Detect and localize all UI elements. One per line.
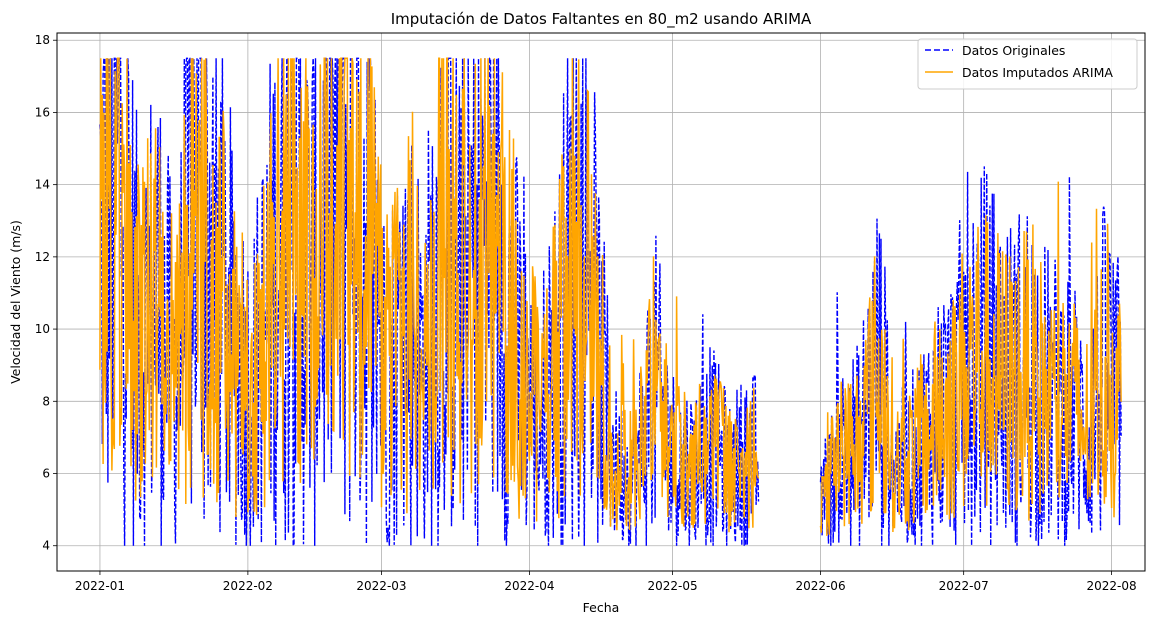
y-tick-label: 6 <box>42 467 50 481</box>
y-tick-label: 10 <box>35 322 50 336</box>
y-tick-label: 14 <box>35 178 50 192</box>
y-tick-label: 4 <box>42 539 50 553</box>
legend: Datos Originales Datos Imputados ARIMA <box>917 38 1138 90</box>
series-layer <box>99 57 1122 549</box>
x-tick-label: 2022-02 <box>223 579 273 593</box>
y-tick-label: 16 <box>35 105 50 119</box>
chart-title: Imputación de Datos Faltantes en 80_m2 u… <box>391 10 812 29</box>
x-tick-label: 2022-04 <box>504 579 554 593</box>
x-axis-label: Fecha <box>583 600 620 615</box>
x-tick-label: 2022-05 <box>648 579 698 593</box>
x-tick-label: 2022-07 <box>939 579 989 593</box>
axis-ticks: 2022-01 2022-02 2022-03 2022-04 2022-05 2022-… <box>35 33 1137 593</box>
plot-frame <box>56 32 1146 572</box>
legend-box <box>917 38 1138 90</box>
legend-label-original: Datos Originales <box>962 43 1065 58</box>
legend-label-imputed: Datos Imputados ARIMA <box>962 65 1113 80</box>
y-tick-label: 8 <box>42 394 50 408</box>
series-original-line <box>99 57 1122 549</box>
y-axis-label: Velocidad del Viento (m/s) <box>8 220 23 384</box>
x-tick-label: 2022-03 <box>356 579 406 593</box>
series-imputed-line <box>99 57 1122 536</box>
y-tick-label: 18 <box>35 33 50 47</box>
x-tick-label: 2022-01 <box>75 579 125 593</box>
x-tick-label: 2022-06 <box>795 579 845 593</box>
x-tick-label: 2022-08 <box>1087 579 1137 593</box>
y-tick-label: 12 <box>35 250 50 264</box>
